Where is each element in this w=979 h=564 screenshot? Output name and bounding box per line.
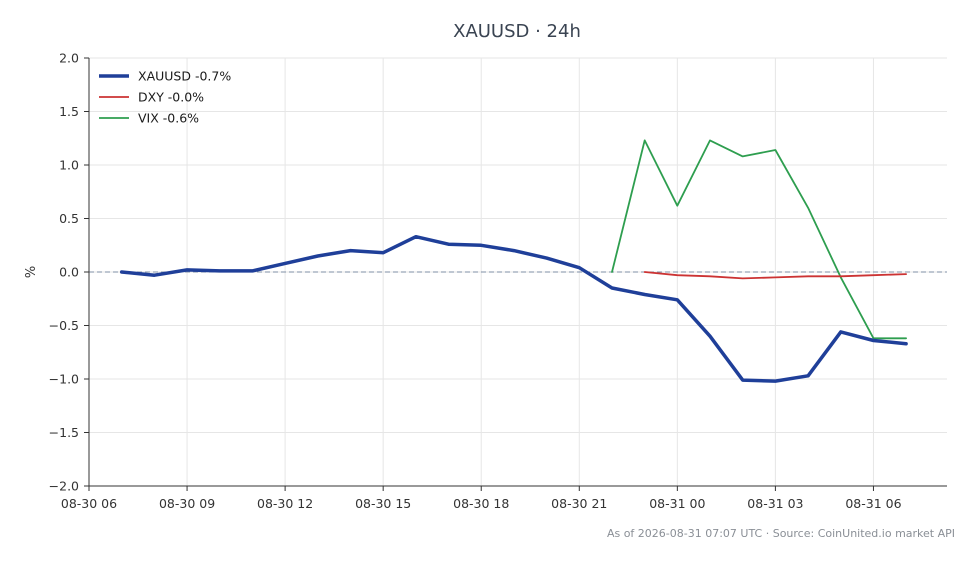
series-line-2 — [611, 139, 907, 340]
y-axis-label: % — [24, 266, 39, 278]
x-tick-label: 08-31 00 — [649, 496, 705, 511]
x-tick-label: 08-30 21 — [551, 496, 607, 511]
y-tick-label: 0.5 — [59, 211, 79, 226]
y-tick-label: 1.0 — [59, 158, 79, 173]
x-tick-label: 08-31 06 — [845, 496, 901, 511]
legend-label-1: DXY -0.0% — [138, 90, 204, 105]
series-line-1 — [643, 271, 907, 280]
y-tick-label: −2.0 — [49, 479, 79, 494]
y-tick-label: 0.0 — [59, 265, 79, 280]
x-tick-label: 08-30 09 — [159, 496, 215, 511]
legend-label-0: XAUUSD -0.7% — [138, 69, 231, 84]
x-tick-label: 08-31 03 — [747, 496, 803, 511]
x-tick-label: 08-30 15 — [355, 496, 411, 511]
series-line-0 — [119, 234, 908, 383]
x-tick-label: 08-30 06 — [61, 496, 117, 511]
series-layer — [119, 139, 908, 383]
grid — [88, 57, 947, 487]
y-tick-label: −1.0 — [49, 372, 79, 387]
axes: 2.0 1.5 1.0 0.5 0.0 −0.5 −1.0 −1.5 −2.0 08-30 06 0… — [49, 51, 947, 511]
legend-label-2: VIX -0.6% — [138, 111, 199, 126]
y-tick-label: 1.5 — [59, 104, 79, 119]
y-tick-label: −0.5 — [49, 318, 79, 333]
x-tick-label: 08-30 18 — [453, 496, 509, 511]
chart-title: XAUUSD · 24h — [453, 21, 581, 42]
y-tick-label: −1.5 — [49, 425, 79, 440]
y-tick-label: 2.0 — [59, 51, 79, 66]
footer-source: As of 2026-08-31 07:07 UTC · Source: Coi… — [607, 527, 955, 540]
legend: XAUUSD -0.7% DXY -0.0% VIX -0.6% — [99, 69, 231, 126]
x-tick-label: 08-30 12 — [257, 496, 313, 511]
